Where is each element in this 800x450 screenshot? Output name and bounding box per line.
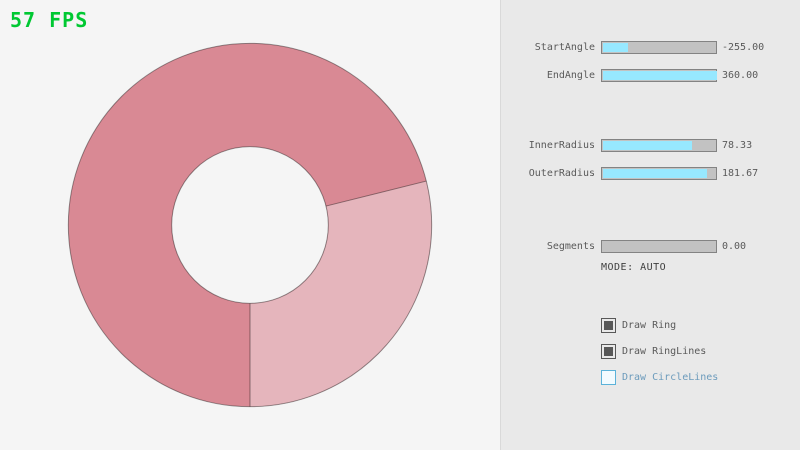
checkbox-label: Draw CircleLines (622, 372, 719, 383)
slider-value: 0.00 (722, 241, 747, 252)
slider-row: EndAngle 360.00 (501, 69, 800, 82)
slider-fill (603, 43, 628, 52)
slider-value: 78.33 (722, 140, 753, 151)
slider-row: OuterRadius 181.67 (501, 167, 800, 180)
checkbox-box[interactable] (601, 318, 616, 333)
ring-single-region (250, 181, 432, 407)
slider-value: -255.00 (722, 42, 765, 53)
control-panel: StartAngle -255.00 EndAngle 360.00 Inner… (500, 0, 800, 450)
slider-label: StartAngle (534, 42, 595, 53)
ring-outer-outline (67, 42, 433, 408)
draw-circlelines-checkbox[interactable]: Draw CircleLines (601, 370, 781, 385)
slider-value: 181.67 (722, 168, 759, 179)
checkbox-box[interactable] (601, 344, 616, 359)
slider-row: InnerRadius 78.33 (501, 139, 800, 152)
draw-ringlines-checkbox[interactable]: Draw RingLines (601, 344, 781, 359)
draw-ring-checkbox[interactable]: Draw Ring (601, 318, 781, 333)
ring-start-edge-line (325, 180, 427, 207)
inner-radius-slider[interactable] (601, 139, 717, 152)
start-angle-slider[interactable] (601, 41, 717, 54)
checkmark-fill-icon (604, 347, 613, 356)
slider-row: Segments 0.00 (501, 240, 800, 253)
drawing-canvas: 57 FPS (10, 8, 433, 408)
segments-slider[interactable] (601, 240, 717, 253)
slider-label: InnerRadius (528, 140, 595, 151)
ring-graphic (67, 42, 433, 408)
outer-radius-slider[interactable] (601, 167, 717, 180)
end-angle-slider[interactable] (601, 69, 717, 82)
mode-indicator: MODE: AUTO (601, 262, 667, 273)
ring-inner-outline (171, 146, 329, 304)
checkmark-fill-icon (604, 321, 613, 330)
checkbox-box[interactable] (601, 370, 616, 385)
slider-label: EndAngle (546, 70, 595, 81)
checkbox-label: Draw RingLines (622, 346, 707, 357)
slider-label: Segments (546, 241, 595, 252)
checkbox-label: Draw Ring (622, 320, 677, 331)
slider-fill (603, 71, 717, 80)
slider-fill (603, 141, 693, 150)
slider-row: StartAngle -255.00 (501, 41, 800, 54)
slider-fill (603, 169, 707, 178)
slider-value: 360.00 (722, 70, 759, 81)
fps-counter: 57 FPS (10, 8, 89, 32)
slider-label: OuterRadius (528, 168, 595, 179)
